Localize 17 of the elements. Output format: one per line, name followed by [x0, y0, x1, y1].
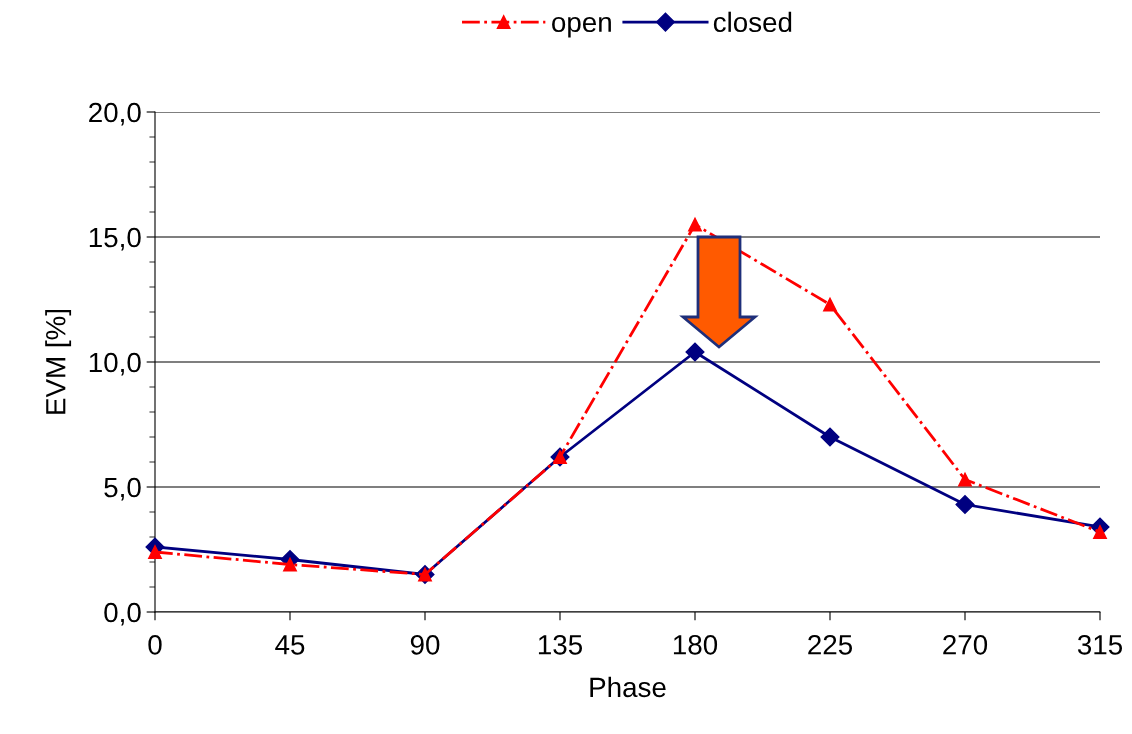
legend-label: open: [552, 16, 611, 38]
y-tick-label: 0,0: [104, 602, 141, 626]
x-tick-label: 225: [808, 634, 853, 655]
x-tick-label: 315: [1077, 634, 1123, 655]
y-axis-title: EVM [%]: [45, 309, 72, 414]
x-tick-label: 45: [275, 635, 305, 655]
x-tick-label: 270: [943, 634, 988, 655]
x-axis-title: Phase: [590, 676, 666, 698]
x-tick-label: 0: [148, 634, 162, 655]
y-tick-label: 20,0: [89, 102, 141, 126]
x-tick-label: 180: [673, 634, 718, 655]
y-tick-label: 5,0: [104, 477, 141, 501]
x-tick-label: 90: [410, 634, 440, 655]
y-tick-label: 15,0: [89, 227, 141, 251]
x-tick-label: 135: [538, 634, 583, 655]
legend-label: closed: [713, 11, 792, 33]
y-tick-label: 10,0: [89, 352, 141, 376]
